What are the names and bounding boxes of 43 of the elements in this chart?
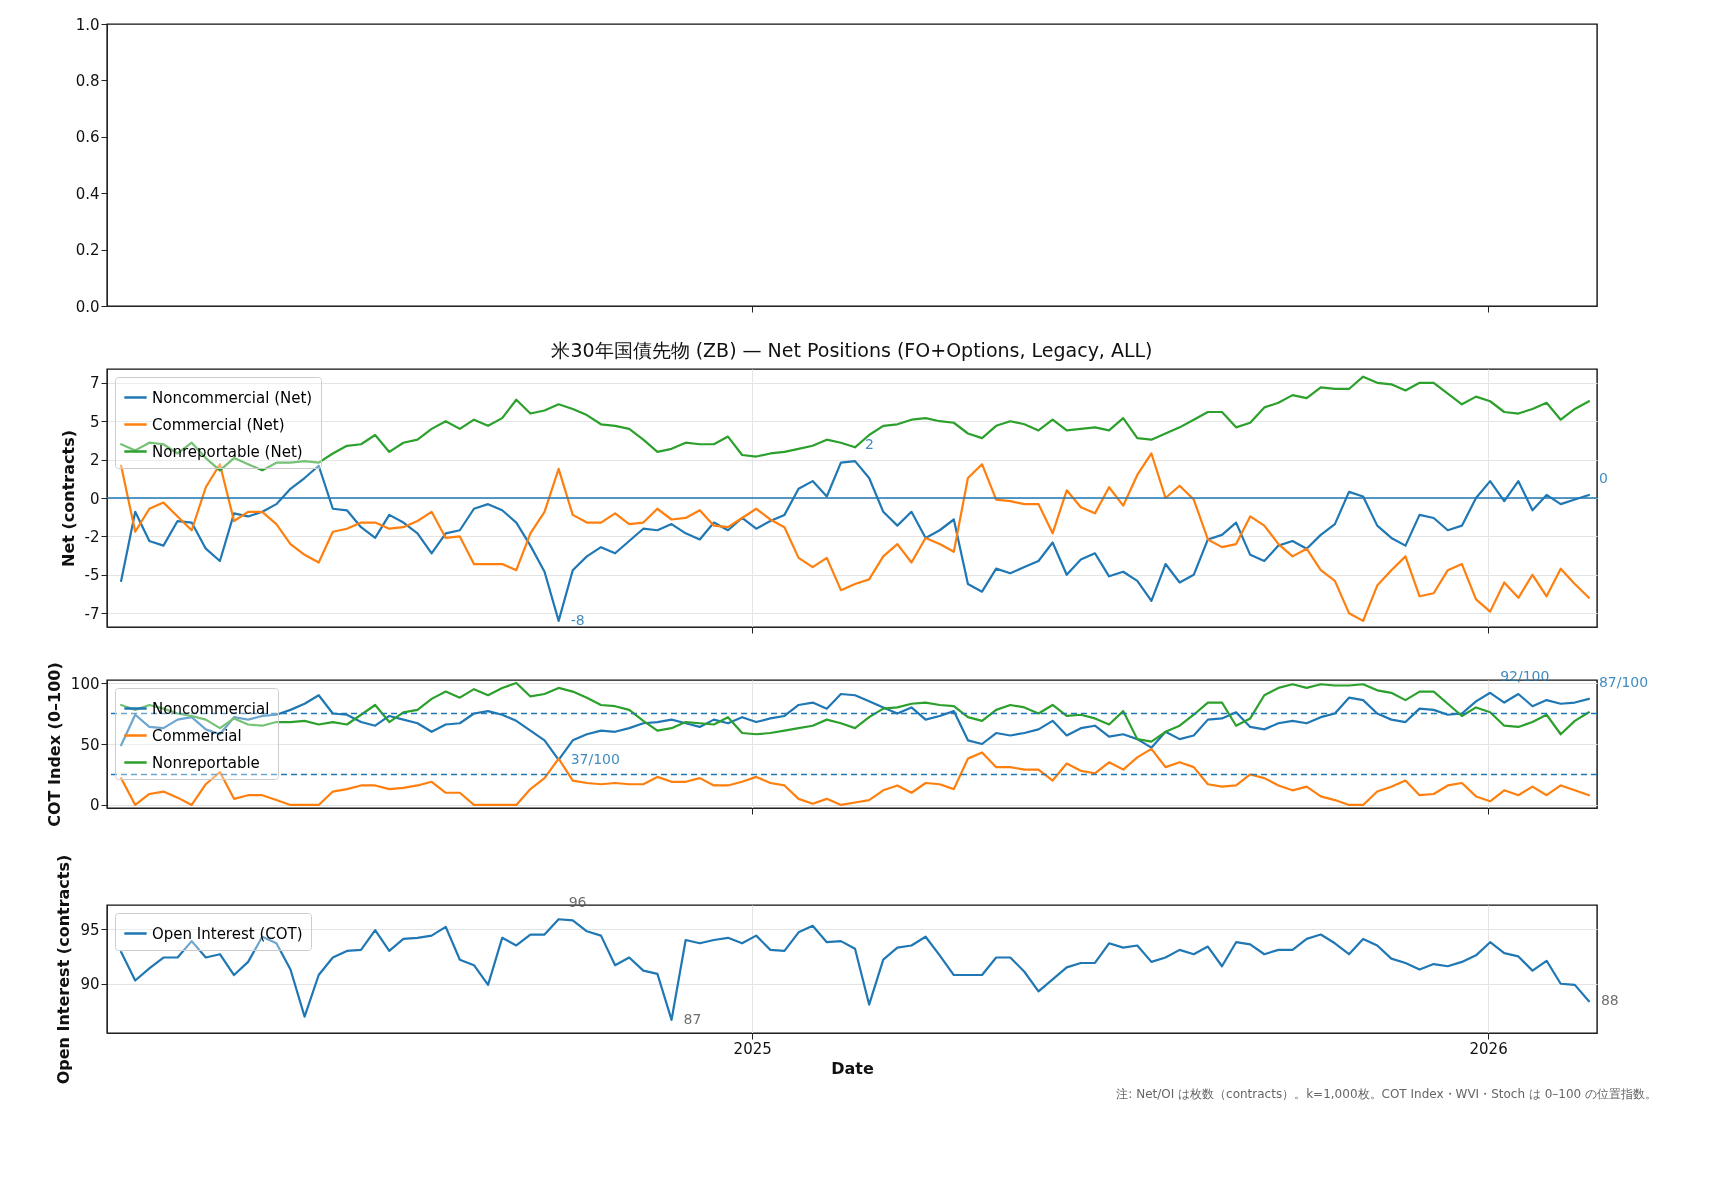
y-tick-label: 0.8 bbox=[75, 71, 100, 90]
annotation: 88 bbox=[1600, 992, 1619, 1009]
y-tick-label: -7 bbox=[84, 604, 100, 623]
x-tick-label: 2025 bbox=[733, 1039, 772, 1058]
annotation: 37/100 bbox=[570, 750, 620, 767]
y-tick-label: 0 bbox=[89, 796, 100, 815]
line-series bbox=[120, 747, 1591, 807]
legend-label: Open Interest (COT) bbox=[152, 924, 303, 943]
y-tick-label: 0.4 bbox=[75, 184, 100, 203]
y-axis-title: COT Index (0–100) bbox=[44, 662, 64, 827]
legend-label: Nonreportable bbox=[152, 753, 260, 772]
y-tick-label: 0.0 bbox=[75, 297, 100, 316]
y-tick-label: 0 bbox=[89, 489, 100, 508]
legend-label: Commercial (Net) bbox=[152, 415, 285, 434]
annotation: 87 bbox=[683, 1010, 702, 1027]
y-tick-label: -2 bbox=[84, 527, 100, 546]
line-series bbox=[120, 681, 1591, 743]
annotation: -8 bbox=[570, 611, 585, 628]
y-tick-label: 0.2 bbox=[75, 241, 100, 260]
annotation: 0 bbox=[1598, 469, 1608, 486]
annotation: 2 bbox=[865, 436, 874, 453]
chart-title: 米30年国債先物 (ZB) — Net Positions (FO+Options, Legacy, ALL) bbox=[551, 339, 1153, 361]
y-tick-label: 0.6 bbox=[75, 128, 100, 147]
y-tick-label: 2 bbox=[89, 451, 100, 470]
y-tick-label: 100 bbox=[70, 674, 100, 693]
legend-label: Noncommercial bbox=[152, 699, 270, 718]
legend-label: Commercial bbox=[152, 726, 242, 745]
y-tick-label: 90 bbox=[80, 975, 100, 994]
x-axis-title: Date bbox=[831, 1058, 874, 1078]
line-series bbox=[120, 375, 1591, 472]
y-axis-title: Open Interest (contracts) bbox=[54, 854, 74, 1085]
y-tick-label: 7 bbox=[89, 374, 100, 393]
y-tick-label: 1.0 bbox=[75, 15, 100, 34]
annotation: 87/100 bbox=[1598, 673, 1649, 690]
legend-label: Nonreportable (Net) bbox=[152, 442, 303, 461]
text: 注: Net/OI は枚数（contracts）。k=1,000枚。COT Index・WVI・Stoch は 0–100 の位置指数。 bbox=[1116, 1087, 1657, 1101]
x-tick-label: 2026 bbox=[1469, 1039, 1508, 1058]
y-tick-label: -5 bbox=[84, 566, 100, 585]
y-tick-label: 5 bbox=[89, 412, 100, 431]
y-tick-label: 95 bbox=[80, 920, 100, 939]
y-axis-title: Net (contracts) bbox=[58, 430, 78, 567]
y-tick-label: 50 bbox=[80, 735, 100, 754]
legend-label: Noncommercial (Net) bbox=[152, 388, 313, 407]
